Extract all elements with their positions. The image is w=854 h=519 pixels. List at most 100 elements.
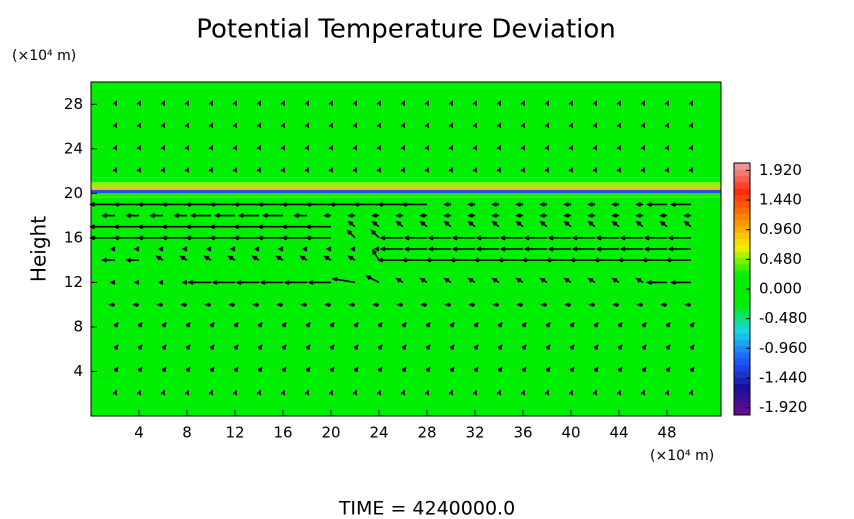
wind-arrow (348, 302, 355, 308)
wind-arrow (497, 257, 523, 263)
wind-arrow (520, 389, 526, 396)
wind-arrow (611, 202, 619, 207)
colorbar-cell (734, 251, 750, 258)
wind-arrow (184, 122, 190, 129)
wind-arrow (323, 213, 331, 219)
wind-arrow (261, 213, 283, 219)
colorbar-tick-label: 1.920 (759, 161, 802, 179)
wind-arrow (472, 122, 478, 129)
wind-arrow (515, 213, 523, 219)
y-unit: (×10⁴ m) (12, 48, 76, 64)
wind-arrow (293, 213, 307, 219)
wind-arrow (189, 213, 211, 219)
wind-arrow (109, 279, 116, 285)
wind-arrow (520, 144, 526, 151)
wind-arrow (125, 257, 139, 263)
colorbar-cell (734, 383, 750, 391)
colorbar-cell (734, 181, 750, 189)
wind-arrow (593, 366, 599, 372)
wind-arrow (109, 246, 116, 252)
wind-arrow (667, 235, 691, 241)
wind-arrow (444, 302, 451, 308)
wind-arrow (281, 235, 307, 241)
wind-arrow (136, 122, 142, 129)
wind-arrow (640, 389, 646, 396)
wind-arrow (353, 321, 359, 328)
wind-arrow (209, 321, 215, 328)
wind-arrow (379, 235, 403, 241)
wind-arrow (155, 255, 164, 261)
wind-arrow (491, 213, 499, 219)
wind-arrow (683, 220, 692, 228)
wind-arrow (376, 389, 382, 396)
wind-arrow (569, 321, 575, 328)
wind-arrow (113, 344, 119, 350)
wind-arrow (419, 213, 427, 219)
wind-arrow (301, 246, 308, 252)
colorbar-tick-label: 0.000 (759, 280, 802, 298)
wind-arrow (523, 235, 547, 241)
wind-arrow (299, 255, 308, 261)
wind-arrow (400, 122, 406, 129)
wind-arrow (425, 344, 431, 350)
wind-arrow (233, 366, 239, 372)
wind-arrow (113, 321, 119, 328)
wind-arrow (133, 279, 140, 285)
wind-arrow (352, 144, 358, 151)
wind-arrow (401, 344, 407, 350)
wind-arrow (544, 122, 550, 129)
wind-arrow (136, 389, 142, 396)
colorbar-cell (734, 402, 750, 410)
wind-arrow (424, 122, 430, 129)
colorbar-cell (734, 175, 750, 183)
wind-arrow (283, 279, 307, 285)
wind-arrow (280, 389, 286, 396)
wind-arrow (448, 122, 454, 129)
wind-arrow (400, 389, 406, 396)
wind-arrow (473, 321, 479, 328)
wind-arrow (593, 344, 599, 350)
wind-arrow (179, 255, 188, 261)
wind-arrow (329, 344, 335, 350)
colorbar-cell (734, 307, 750, 315)
wind-arrow (161, 321, 167, 328)
wind-arrow (161, 235, 187, 241)
wind-arrow (185, 366, 191, 372)
wind-arrow (635, 213, 643, 219)
wind-arrow (539, 213, 547, 219)
vectors (89, 100, 695, 396)
wind-arrow (563, 220, 572, 228)
wind-arrow (616, 100, 622, 106)
colorbar-cell (734, 238, 750, 246)
wind-arrow (136, 100, 142, 106)
wind-arrow (352, 389, 358, 396)
wind-arrow (496, 122, 502, 129)
wind-arrow (665, 257, 691, 263)
colorbar-cell (734, 345, 750, 353)
wind-arrow (395, 220, 404, 228)
wind-arrow (568, 144, 574, 151)
colorbar-cell (734, 314, 750, 321)
wind-arrow (545, 366, 551, 372)
wind-arrow (467, 220, 476, 228)
wind-arrow (233, 202, 259, 207)
wind-arrow (643, 246, 667, 252)
colorbar-cell (734, 282, 750, 290)
wind-arrow (401, 366, 407, 372)
wind-arrow (259, 279, 283, 285)
chart-title: Potential Temperature Deviation (196, 15, 616, 45)
wind-arrow (137, 344, 143, 350)
wind-arrow (403, 235, 427, 241)
wind-arrow (112, 167, 118, 173)
wind-arrow (645, 279, 667, 285)
wind-arrow (547, 246, 571, 252)
wind-arrow (635, 277, 644, 284)
x-tick-label: 20 (321, 424, 340, 442)
wind-arrow (232, 167, 238, 173)
wind-arrow (568, 100, 574, 106)
wind-arrow (353, 202, 379, 207)
wind-arrow (688, 144, 694, 151)
wind-arrow (473, 344, 479, 350)
colorbar-cell (734, 169, 750, 177)
wind-arrow (473, 366, 479, 372)
